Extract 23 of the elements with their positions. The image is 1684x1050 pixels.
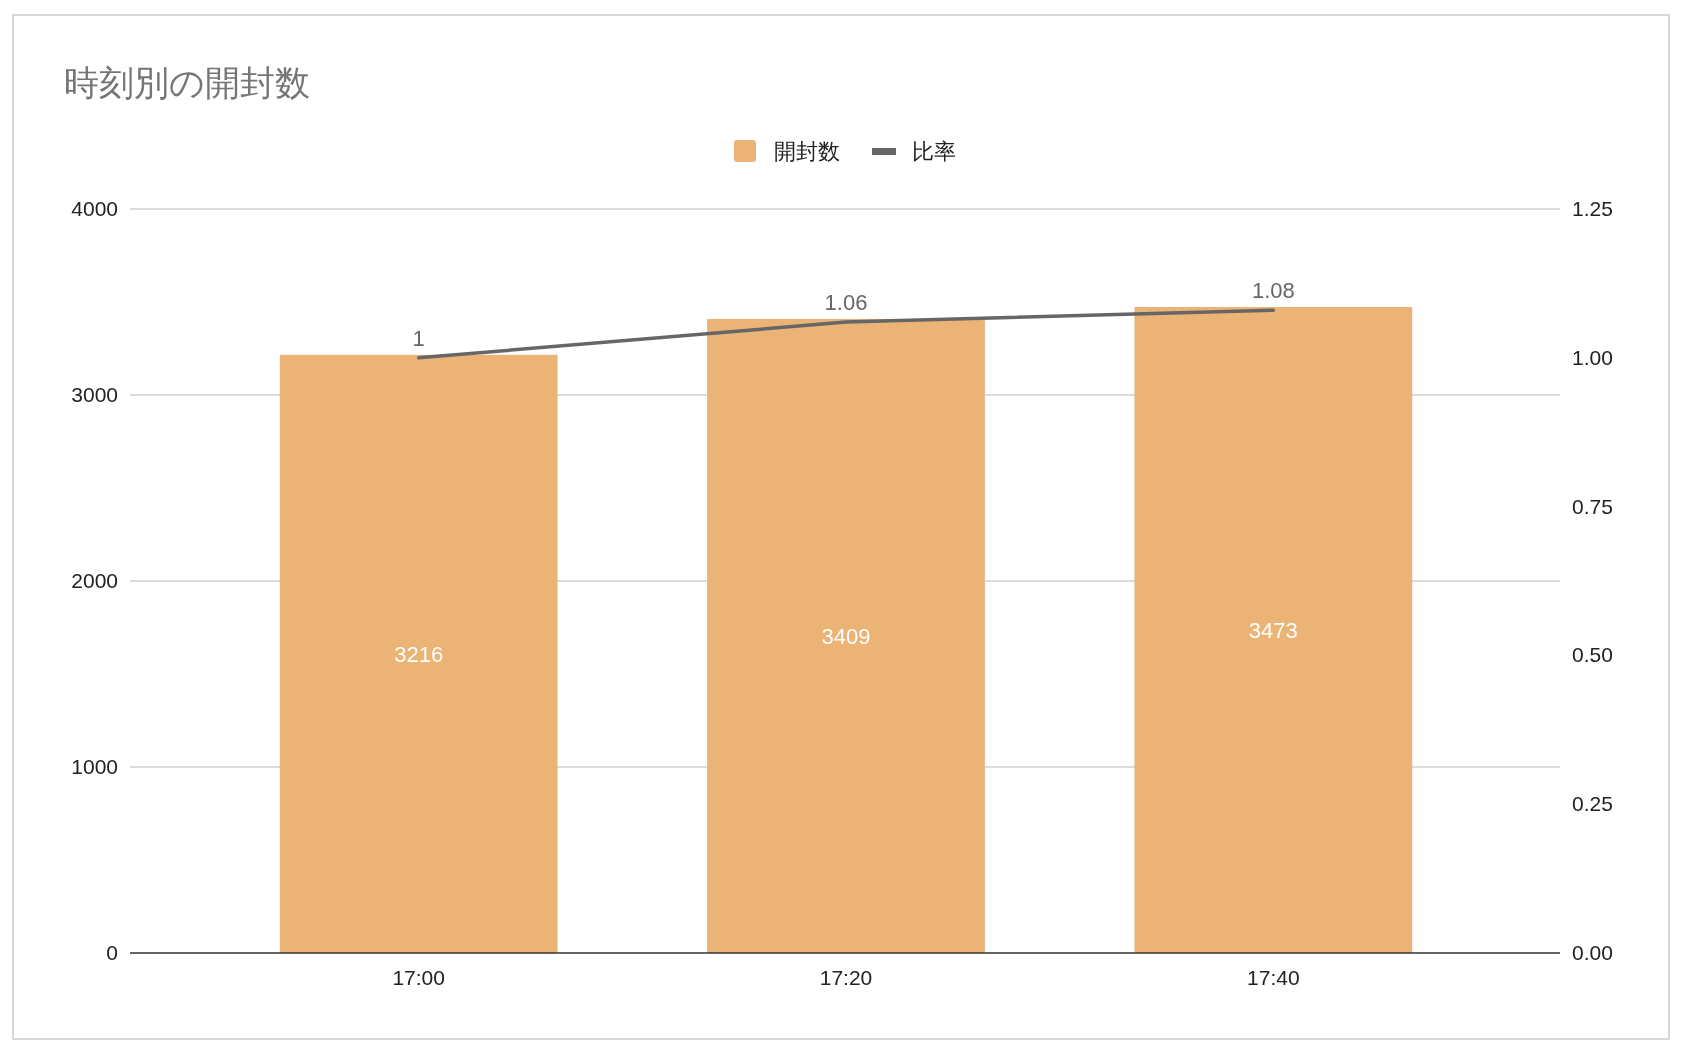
x-tick-label: 17:40 <box>1247 966 1300 989</box>
y-tick-label: 0 <box>106 941 118 964</box>
x-tick-label: 17:20 <box>819 966 873 989</box>
y2-tick-label: 0.00 <box>1572 941 1613 964</box>
y-tick-label: 1000 <box>71 755 118 778</box>
legend-label: 比率 <box>912 139 956 164</box>
data-label: 3216 <box>394 641 444 667</box>
chart-title: 時刻別の開封数 <box>64 63 310 102</box>
y2-tick-label: 0.50 <box>1572 643 1613 667</box>
y2-tick-label: 1.25 <box>1572 197 1613 220</box>
data-label: 1.08 <box>1251 278 1295 304</box>
data-label: 3473 <box>1248 618 1298 644</box>
legend-label: 開封数 <box>774 139 840 164</box>
data-label: 1 <box>412 325 425 351</box>
x-tick-label: 17:00 <box>392 966 445 989</box>
y-tick-label: 4000 <box>71 197 118 220</box>
data-label: 1.06 <box>824 290 868 316</box>
y2-tick-label: 1.00 <box>1572 345 1613 369</box>
data-label: 3409 <box>821 623 871 649</box>
y2-tick-label: 0.25 <box>1572 792 1613 816</box>
y-tick-label: 2000 <box>71 569 118 592</box>
y2-tick-label: 0.75 <box>1572 494 1613 518</box>
y-tick-label: 3000 <box>71 383 118 406</box>
